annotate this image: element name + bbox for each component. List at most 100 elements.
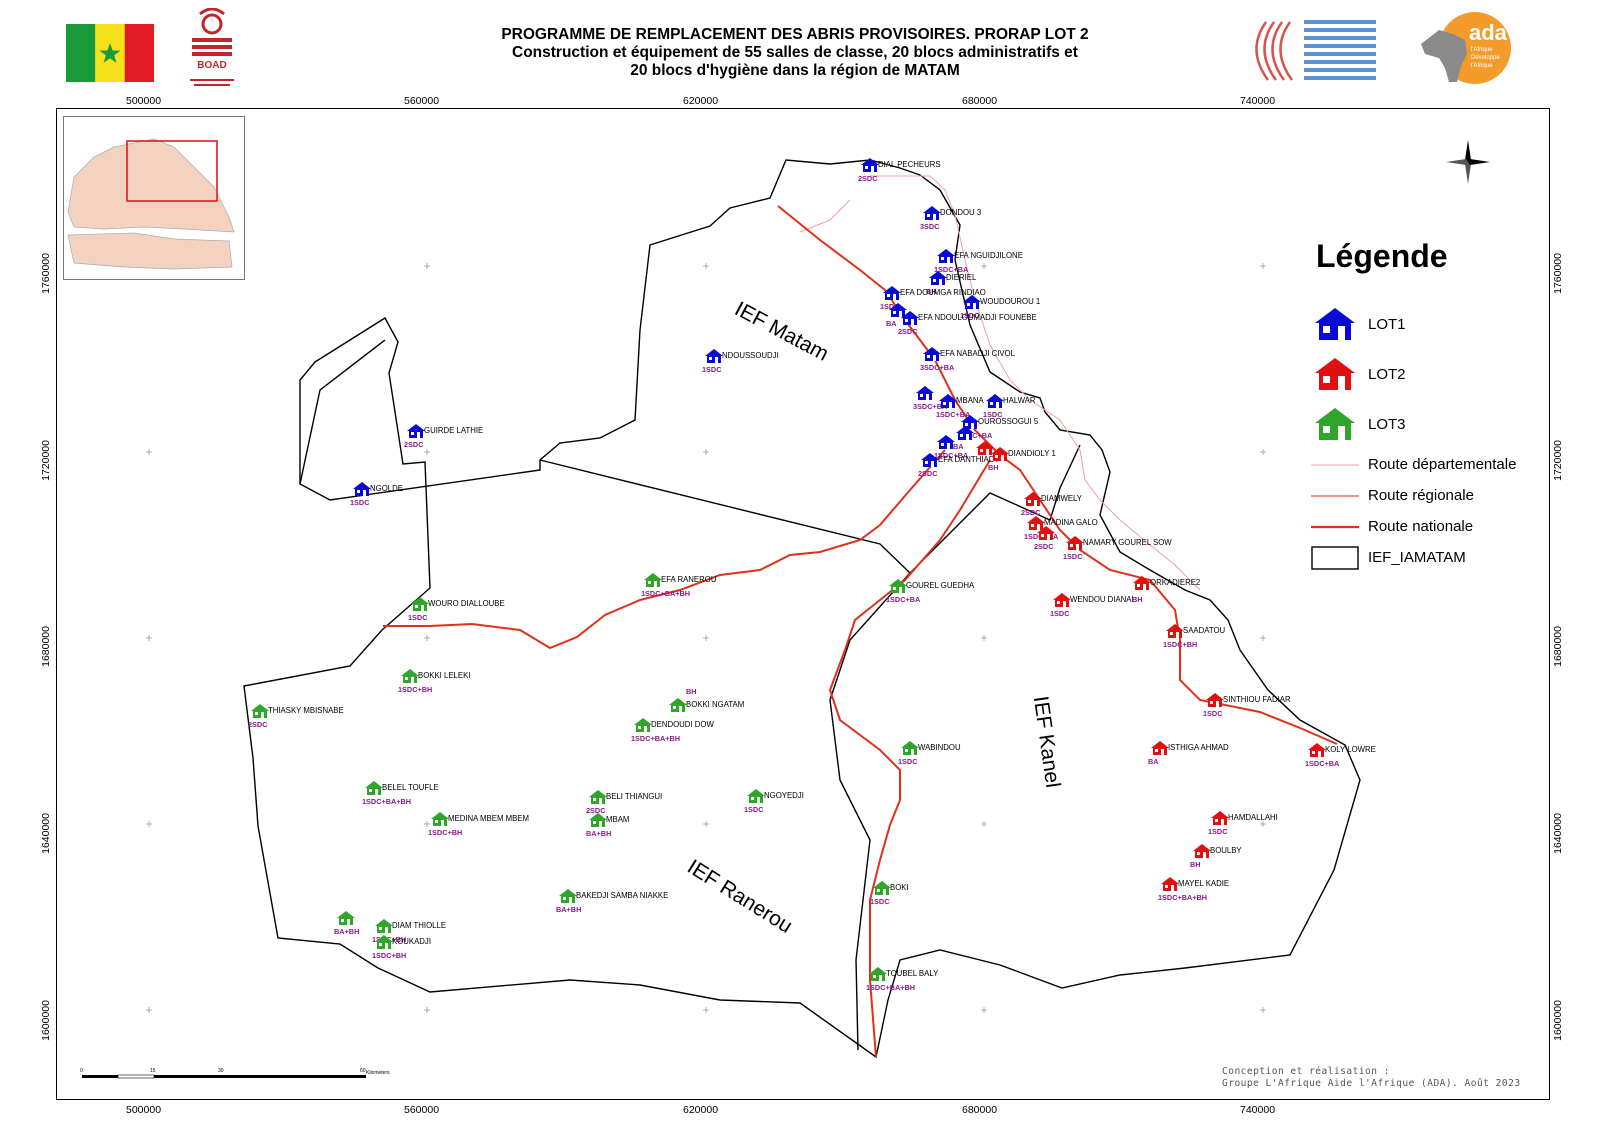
school-site — [1065, 535, 1085, 556]
house-icon — [873, 881, 891, 895]
house-icon — [705, 349, 723, 363]
inset-map — [63, 116, 245, 280]
site-code-label: 1SDC+BA — [936, 410, 971, 419]
site-code-label: 1SDC+BA — [1305, 759, 1340, 768]
x-coord-top-4: 680000 — [962, 95, 998, 107]
legend-item-lot2: LOT2 — [1310, 349, 1570, 399]
house-icon — [869, 967, 887, 981]
house-icon — [353, 482, 371, 496]
title-line-2: Construction et équipement de 55 salles … — [512, 44, 1078, 61]
site-code-label: BA — [886, 319, 897, 328]
house-icon — [883, 286, 901, 300]
house-icon — [889, 303, 907, 317]
legend-label-ief: IEF_IAMATAM — [1368, 549, 1466, 566]
site-name-label: DIANDIOLY 1 — [1008, 449, 1056, 458]
site-code-label: 1SDC+BA — [934, 265, 969, 274]
site-name-label: SAADATOU — [1183, 626, 1226, 635]
route-dep-swatch — [1311, 464, 1359, 465]
site-name-label: BAKEDJI SAMBA NIAKKE — [576, 891, 669, 900]
school-site — [936, 434, 956, 455]
site-name-label: BELI THIANGUI — [606, 792, 663, 801]
school-site — [400, 668, 420, 689]
legend-label-lot2: LOT2 — [1368, 365, 1406, 383]
scale-unit: Kilometers — [366, 1070, 390, 1076]
school-site — [406, 423, 426, 444]
x-coord-top-3: 620000 — [683, 95, 719, 107]
house-icon — [1206, 693, 1224, 707]
ada-logo-label: ada — [1469, 20, 1507, 45]
house-icon — [937, 249, 955, 263]
school-site — [888, 302, 908, 323]
site-name-label: WENDOU DIANAL — [1070, 595, 1136, 604]
site-name-label: BELEL TOUFLE — [382, 783, 439, 792]
school-site — [975, 440, 995, 461]
site-name-label: OUROSSOGUI 5 — [978, 417, 1039, 426]
site-name-label: DENDOUDI DOW — [651, 720, 714, 729]
site-name-label: WOUDOUROU 1 — [980, 297, 1041, 306]
site-name-label: WABINDOU — [918, 743, 961, 752]
school-site — [1165, 623, 1185, 644]
site-name-label: NDOUSSOUDJI — [722, 351, 779, 360]
school-site — [938, 393, 958, 414]
site-name-label: BOKKI NGATAM — [686, 700, 745, 709]
house-icon — [923, 347, 941, 361]
school-site — [868, 966, 888, 987]
school-site — [962, 294, 982, 315]
school-site — [250, 703, 270, 724]
site-code-label: 1SDC — [702, 365, 722, 374]
school-site — [1132, 575, 1152, 596]
school-site — [900, 740, 920, 761]
site-name-label: EFA NDOULOUMADJI FOUNEBE — [918, 313, 1037, 322]
house-icon — [901, 311, 919, 325]
site-code-label: 2SDC — [586, 806, 606, 815]
site-name-label: BOULBY — [1210, 846, 1242, 855]
site-code-label: 1SDC — [350, 498, 370, 507]
site-name-label: GUIRDE LATHIE — [424, 426, 484, 435]
scale-tick-30: 30 — [218, 1068, 224, 1074]
africa-map-icon — [1421, 12, 1511, 84]
house-icon — [956, 426, 974, 440]
north-arrow-icon — [1446, 140, 1490, 184]
house-icon — [411, 597, 429, 611]
site-code-label: 1SDC — [408, 613, 428, 622]
school-site — [588, 789, 608, 810]
site-name-label: TOUBEL BALY — [886, 969, 939, 978]
school-site — [633, 717, 653, 738]
grid-crosses — [146, 263, 1266, 1013]
house-icon — [1193, 844, 1211, 858]
x-coord-bottom-2: 560000 — [404, 1104, 440, 1116]
site-name-label: SINTHIOU FADIAR — [1223, 695, 1291, 704]
x-coord-bottom-1: 500000 — [126, 1104, 162, 1116]
house-icon — [916, 386, 934, 400]
site-name-label: KOLY LOWRE — [1325, 745, 1376, 754]
x-coord-bottom-3: 620000 — [683, 1104, 719, 1116]
legend-label-route-dep: Route départementale — [1368, 456, 1517, 473]
site-code-label: BH — [926, 287, 937, 296]
site-code-label: 2SDC — [1021, 508, 1041, 517]
school-site — [1052, 592, 1072, 613]
site-name-label: BOKKI LELEKI — [418, 671, 471, 680]
school-site — [1150, 740, 1170, 761]
site-code-label: 1SDC+BA — [958, 431, 993, 440]
boad-logo-label: BOAD — [197, 60, 227, 71]
inset-senegal-map — [67, 138, 235, 270]
site-code-label: 3SDC+BA — [913, 402, 948, 411]
site-name-label: THIASKY MBISNABE — [268, 706, 344, 715]
school-site — [1036, 525, 1056, 546]
house-icon — [1027, 516, 1045, 530]
school-site — [1307, 742, 1327, 763]
route-nationale — [383, 205, 1338, 1058]
house-icon — [923, 206, 941, 220]
house-icon — [1066, 536, 1084, 550]
site-code-label: 1SDC — [870, 897, 890, 906]
site-code-label: 2SDC — [404, 440, 424, 449]
site-code-label: 2SDC — [248, 720, 268, 729]
house-icon-red — [1315, 358, 1355, 390]
site-code-label: 2SDC — [1034, 542, 1054, 551]
house-icon — [634, 718, 652, 732]
school-site — [990, 446, 1010, 467]
house-icon — [961, 415, 979, 429]
house-icon — [1133, 576, 1151, 590]
scale-tick-60: 60 — [360, 1068, 366, 1074]
site-name-label: EFA DANTHIADY — [938, 455, 1000, 464]
